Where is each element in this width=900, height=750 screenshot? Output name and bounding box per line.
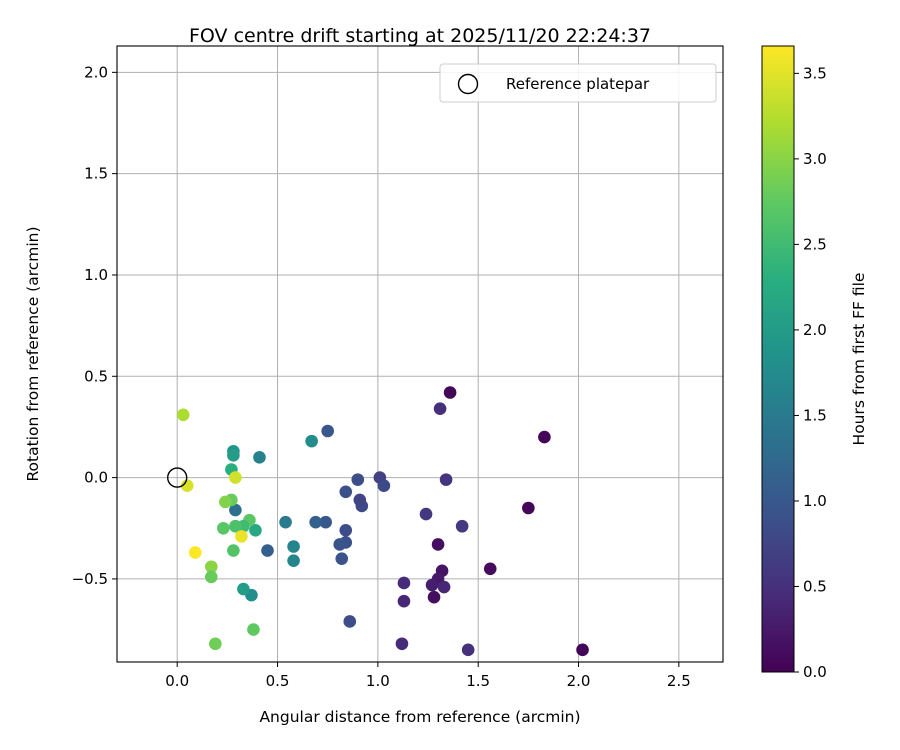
- data-point: [319, 515, 332, 529]
- colorbar-tick-label: 0.5: [803, 577, 827, 595]
- colorbar-gradient: [761, 45, 795, 673]
- colorbar: 0.0 0.5 1.0 1.5 2.0 2.5 3.0 3.5 Hours from firs…: [761, 45, 868, 681]
- data-point: [287, 554, 300, 567]
- y-tick-label: 1.0: [84, 266, 108, 284]
- x-tick-label: 1.5: [466, 672, 490, 690]
- x-axis: 0.0 0.5 1.0 1.5 2.0 2.5: [165, 662, 691, 690]
- data-point: [538, 430, 551, 444]
- x-tick-label: 1.0: [366, 672, 390, 690]
- y-tick-label: 2.0: [84, 63, 108, 81]
- colorbar-tick-label: 1.0: [803, 492, 827, 510]
- data-point: [180, 479, 194, 493]
- data-point: [287, 540, 300, 553]
- legend-box: [439, 63, 717, 103]
- data-point: [229, 519, 242, 533]
- x-tick-label: 0.0: [165, 672, 189, 690]
- y-axis: −0.5 0.0 0.5 1.0 1.5 2.0: [72, 63, 117, 588]
- chart-title: FOV centre drift starting at 2025/11/20 …: [189, 25, 651, 47]
- x-tick-label: 2.0: [567, 672, 591, 690]
- data-point: [443, 386, 457, 399]
- data-point: [237, 582, 250, 596]
- colorbar-label: Hours from first FF file: [850, 273, 868, 446]
- data-point: [419, 507, 433, 521]
- data-point: [353, 493, 367, 507]
- data-point: [219, 495, 232, 509]
- data-point: [397, 594, 411, 608]
- y-axis-label: Rotation from reference (arcmin): [24, 226, 42, 481]
- reference-marker-layer: [166, 467, 188, 488]
- data-point: [351, 473, 365, 486]
- x-tick-label: 0.5: [266, 672, 290, 690]
- data-point: [395, 637, 409, 651]
- data-point: [433, 402, 447, 416]
- data-point: [321, 424, 334, 438]
- data-point: [235, 530, 248, 543]
- data-point: [427, 590, 441, 604]
- data-point: [335, 552, 349, 565]
- data-point: [425, 578, 439, 592]
- data-point: [439, 473, 453, 486]
- data-point: [576, 643, 589, 657]
- data-point: [461, 643, 475, 657]
- data-point: [247, 623, 260, 636]
- data-point: [261, 544, 274, 557]
- colorbar-tick-label: 0.0: [803, 663, 827, 681]
- data-point: [217, 521, 230, 535]
- data-point: [205, 570, 218, 584]
- plot-frame: [116, 45, 724, 663]
- data-point: [229, 471, 242, 484]
- data-point: [333, 538, 347, 551]
- x-tick-label: 2.5: [667, 672, 691, 690]
- colorbar-tick-label: 3.0: [803, 150, 827, 168]
- colorbar-ticks: 0.0 0.5 1.0 1.5 2.0 2.5 3.0 3.5: [794, 64, 827, 681]
- x-axis-label: Angular distance from reference (arcmin): [259, 708, 580, 726]
- data-point: [377, 479, 391, 493]
- data-point: [522, 501, 535, 515]
- data-point: [343, 615, 357, 628]
- data-point: [431, 538, 445, 551]
- data-point: [227, 544, 240, 557]
- colorbar-tick-label: 2.5: [803, 235, 827, 253]
- data-point: [397, 576, 411, 590]
- legend: Reference platepar: [439, 63, 717, 103]
- y-tick-label: −0.5: [72, 570, 108, 588]
- data-point: [176, 408, 190, 422]
- data-point: [209, 637, 222, 651]
- colorbar-tick-label: 3.5: [803, 64, 827, 82]
- data-point: [279, 515, 292, 529]
- y-tick-label: 0.0: [84, 469, 108, 487]
- colorbar-tick-label: 1.5: [803, 406, 827, 424]
- data-points: [176, 386, 589, 657]
- data-point: [309, 515, 322, 529]
- legend-open-circle-icon: [457, 73, 479, 95]
- data-point: [339, 523, 353, 537]
- data-point: [227, 449, 240, 462]
- data-point: [253, 451, 266, 464]
- data-point: [249, 523, 262, 537]
- y-tick-label: 1.5: [84, 165, 108, 183]
- data-point: [205, 560, 218, 574]
- colorbar-tick-label: 2.0: [803, 321, 827, 339]
- data-point: [483, 562, 497, 576]
- grid-lines: [117, 46, 723, 662]
- data-point: [455, 519, 469, 533]
- data-point: [437, 580, 451, 594]
- reference-platepar-marker: [166, 467, 188, 488]
- data-point: [229, 503, 242, 517]
- data-point: [339, 485, 353, 499]
- data-point: [188, 546, 202, 559]
- y-tick-label: 0.5: [84, 367, 108, 385]
- data-point: [305, 434, 318, 448]
- legend-label: Reference platepar: [506, 75, 650, 93]
